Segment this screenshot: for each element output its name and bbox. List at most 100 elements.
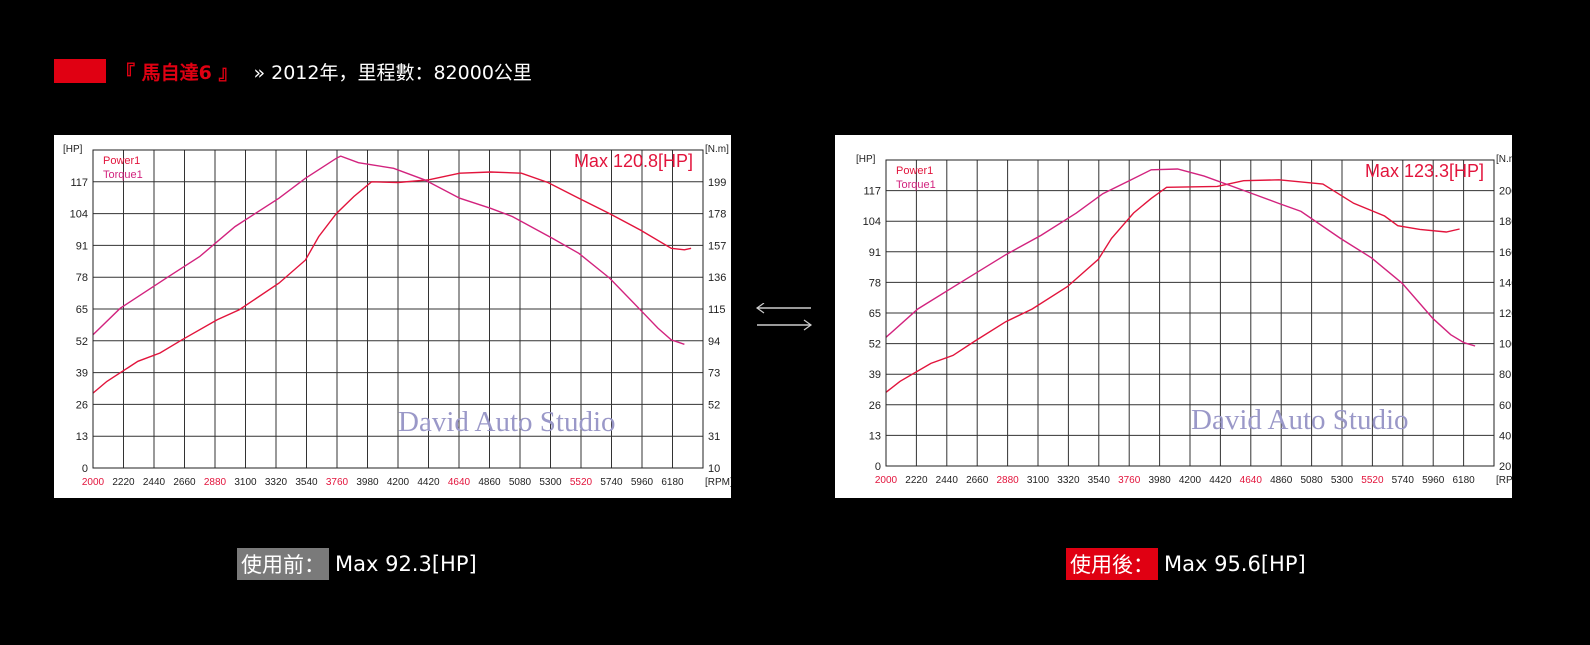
car-info-subtitle: » 2012年，里程數：82000公里 <box>253 61 532 84</box>
x-tick-label: 5740 <box>1392 475 1415 486</box>
y-tick-label: 65 <box>76 304 88 316</box>
x-tick-label: 2220 <box>905 475 928 486</box>
y-tick-label: 117 <box>863 186 881 198</box>
dyno-chart-before: 0 13 26 39 52 65 78 91 104 117 10 31 52 73 94 115 136 157… <box>54 135 731 498</box>
x-tick-label: 5300 <box>539 477 562 488</box>
x-tick-label: 4640 <box>1240 475 1263 486</box>
x-tick-label: 5520 <box>1361 475 1384 486</box>
y2-tick-label: 178 <box>708 209 726 221</box>
y2-tick-label: 73 <box>708 368 720 380</box>
y2-tick-label: 136 <box>708 272 726 284</box>
before-tag: 使用前： <box>237 548 329 580</box>
x-tick-label: 2440 <box>936 475 959 486</box>
x-tick-label: 5080 <box>509 477 532 488</box>
x-tick-label: 3540 <box>295 477 318 488</box>
y2-tick-label: 10 <box>708 463 720 475</box>
car-model-title: 『 馬自達6 』 <box>116 61 238 84</box>
y-tick-label: 13 <box>869 430 881 442</box>
x-tick-label: 4860 <box>1270 475 1293 486</box>
y-tick-label: 104 <box>863 216 881 228</box>
legend-power: Power1 <box>103 155 140 167</box>
y2-tick-label: 20 <box>1499 461 1511 473</box>
y-tick-label: 39 <box>76 368 88 380</box>
after-caption: 使用後： Max 95.6[HP] <box>1066 548 1306 580</box>
y-tick-label: 26 <box>76 399 88 411</box>
legend-torque: Torque1 <box>896 179 936 191</box>
x-tick-label: 3320 <box>265 477 288 488</box>
x-tick-label: 4200 <box>387 477 410 488</box>
y-tick-label: 0 <box>875 461 881 473</box>
x-tick-label: 3320 <box>1057 475 1080 486</box>
watermark-text: David Auto Studio <box>398 406 616 438</box>
x-axis-unit: [RPM] <box>705 477 731 488</box>
x-tick-label: 4420 <box>417 477 440 488</box>
series-line-torque1 <box>885 168 1476 347</box>
chart-max-title: Max 123.3[HP] <box>1365 161 1484 181</box>
y2-axis-label: [N.m] <box>705 144 729 155</box>
header-accent-bar <box>54 59 106 83</box>
series-line-power1 <box>885 179 1460 393</box>
y2-tick-label: 157 <box>708 240 726 252</box>
plot-frame <box>885 159 1495 467</box>
y2-tick-label: 200 <box>1499 186 1512 198</box>
before-caption: 使用前： Max 92.3[HP] <box>237 548 477 580</box>
plot-frame <box>92 149 704 469</box>
header: 『 馬自達6 』 » 2012年，里程數：82000公里 <box>54 58 532 84</box>
y-axis-label: [HP] <box>856 154 876 165</box>
y-tick-label: 0 <box>82 463 88 475</box>
x-tick-label: 3100 <box>1027 475 1050 486</box>
x-tick-label: 4420 <box>1209 475 1232 486</box>
x-tick-label: 5960 <box>1422 475 1445 486</box>
y-tick-label: 78 <box>869 277 881 289</box>
y-tick-label: 13 <box>76 431 88 443</box>
chart-max-title: Max 120.8[HP] <box>574 151 693 171</box>
series-line-torque1 <box>92 155 685 345</box>
y-tick-label: 52 <box>869 339 881 351</box>
y2-tick-label: 160 <box>1499 247 1512 259</box>
y-tick-label: 104 <box>70 209 88 221</box>
x-tick-label: 4860 <box>478 477 501 488</box>
x-tick-label: 6180 <box>1452 475 1475 486</box>
y2-tick-label: 31 <box>708 431 720 443</box>
y-tick-label: 65 <box>869 308 881 320</box>
x-tick-label: 4200 <box>1179 475 1202 486</box>
y-tick-label: 26 <box>869 400 881 412</box>
y-tick-label: 117 <box>70 177 88 189</box>
x-tick-label: 6180 <box>661 477 684 488</box>
x-tick-label: 5520 <box>570 477 593 488</box>
y2-axis-label: [N.m] <box>1496 154 1512 165</box>
x-tick-label: 2880 <box>996 475 1019 486</box>
y2-tick-label: 52 <box>708 399 720 411</box>
y-tick-label: 52 <box>76 336 88 348</box>
y-tick-label: 91 <box>869 247 881 259</box>
y2-tick-label: 180 <box>1499 216 1512 228</box>
y-tick-label: 78 <box>76 272 88 284</box>
y-tick-label: 91 <box>76 240 88 252</box>
y2-tick-label: 140 <box>1499 277 1512 289</box>
x-tick-label: 2660 <box>966 475 989 486</box>
after-max-hp: Max 95.6[HP] <box>1164 552 1306 576</box>
y2-tick-label: 60 <box>1499 400 1511 412</box>
series-line-power1 <box>92 171 692 394</box>
before-max-hp: Max 92.3[HP] <box>335 552 477 576</box>
x-axis-unit: [RPM] <box>1496 475 1512 486</box>
y-axis-label: [HP] <box>63 144 83 155</box>
swap-arrows-icon <box>755 302 813 335</box>
legend-torque: Torque1 <box>103 169 143 181</box>
y2-tick-label: 100 <box>1499 339 1512 351</box>
x-tick-label: 3980 <box>1148 475 1171 486</box>
x-tick-label: 2440 <box>143 477 166 488</box>
x-tick-label: 5960 <box>631 477 654 488</box>
after-tag: 使用後： <box>1066 548 1158 580</box>
x-tick-label: 2220 <box>112 477 135 488</box>
x-tick-label: 2000 <box>82 477 105 488</box>
x-tick-label: 2880 <box>204 477 227 488</box>
y2-tick-label: 80 <box>1499 369 1511 381</box>
y-tick-label: 39 <box>869 369 881 381</box>
x-tick-label: 5740 <box>600 477 623 488</box>
dyno-chart-after: 0 13 26 39 52 65 78 91 104 117 20 40 60 80 100 120 140 16… <box>835 135 1512 498</box>
x-tick-label: 3760 <box>326 477 349 488</box>
x-tick-label: 2660 <box>173 477 196 488</box>
y2-tick-label: 115 <box>708 304 726 316</box>
x-tick-label: 2000 <box>875 475 898 486</box>
